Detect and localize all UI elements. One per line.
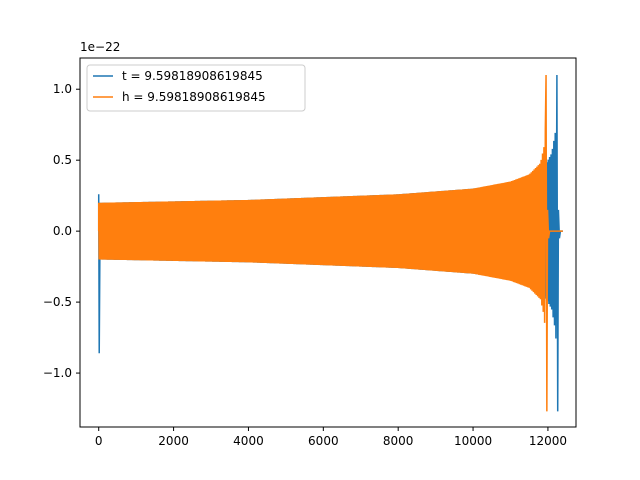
y-tick-label: 0.0 [53, 224, 72, 238]
x-axis: 0 2000 4000 6000 8000 10000 12000 [95, 427, 567, 448]
y-tick-label: −0.5 [43, 295, 72, 309]
x-tick-label: 6000 [308, 434, 339, 448]
x-tick-label: 8000 [383, 434, 414, 448]
axes-frame [79, 57, 577, 428]
y-axis: −1.0 −0.5 0.0 0.5 1.0 [43, 82, 80, 380]
x-tick-label: 2000 [158, 434, 189, 448]
x-tick-label: 12000 [529, 434, 567, 448]
y-tick-label: 1.0 [53, 82, 72, 96]
y-tick-label: −1.0 [43, 366, 72, 380]
series-1 [97, 75, 563, 412]
y-tick-label: 0.5 [53, 153, 72, 167]
legend-label: h = 9.59818908619845 [122, 90, 266, 104]
x-tick-label: 0 [95, 434, 103, 448]
series-line-1 [97, 75, 563, 412]
legend-label: t = 9.59818908619845 [122, 69, 263, 83]
x-tick-label: 4000 [233, 434, 264, 448]
plot-area [97, 75, 563, 412]
y-offset-label: 1e−22 [80, 40, 120, 54]
legend-box [86, 64, 306, 112]
legend: t = 9.59818908619845 h = 9.59818908619845 [86, 64, 306, 112]
x-tick-label: 10000 [454, 434, 492, 448]
